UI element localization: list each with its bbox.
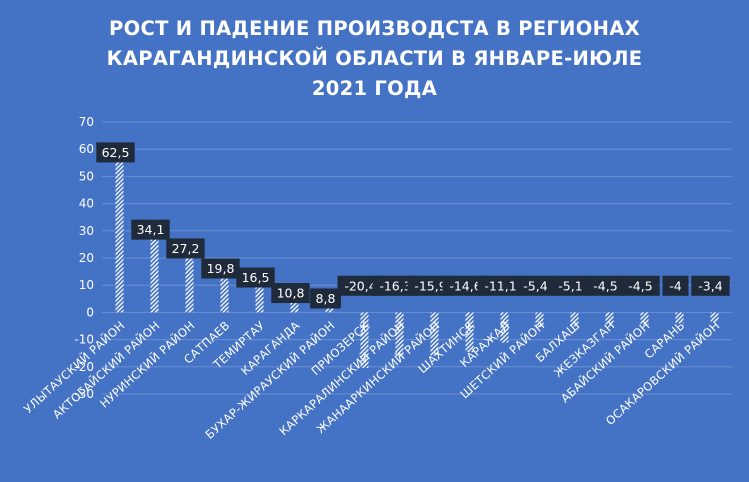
data-label-box: [372, 275, 419, 296]
bar: [465, 312, 474, 353]
data-label: -4,5: [593, 278, 617, 293]
data-label: 62,5: [102, 145, 130, 160]
bar: [605, 312, 614, 325]
chart-title-line-2: КАРАГАНДИНСКОЙ ОБЛАСТИ В ЯНВАРЕ-ИЮЛЕ: [106, 47, 643, 70]
bar: [535, 312, 544, 328]
data-label: 34,1: [137, 222, 165, 237]
data-label-box: [96, 142, 135, 163]
data-label-box: [691, 275, 730, 296]
data-label: -3,4: [698, 278, 722, 293]
bar: [185, 238, 194, 313]
data-label-box: [271, 283, 310, 304]
data-label: -4: [669, 278, 682, 293]
data-label-box: [662, 275, 689, 296]
bar: [675, 312, 684, 324]
bar: [430, 312, 439, 356]
y-tick-label: -30: [74, 387, 94, 401]
data-label: -16,3: [379, 278, 411, 293]
data-label: 16,5: [242, 270, 270, 285]
data-label: -14,6: [449, 278, 481, 293]
data-label-box: [586, 275, 625, 296]
y-tick-label: -10: [74, 333, 94, 347]
data-label: -5,1: [558, 278, 582, 293]
data-label: 10,8: [277, 286, 305, 301]
data-label: 8,8: [316, 291, 336, 306]
chart-title: РОСТ И ПАДЕНИЕ ПРОИЗВОДСТА В РЕГИОНАХ КА…: [0, 14, 749, 104]
data-label: 27,2: [172, 241, 200, 256]
data-label-box: [131, 219, 170, 240]
bar: [360, 312, 369, 368]
bar: [570, 312, 579, 327]
data-label-box: [310, 288, 341, 309]
y-tick-label: 0: [86, 305, 94, 319]
y-tick-label: 10: [79, 278, 94, 292]
data-label-box: [337, 275, 384, 296]
bar: [255, 267, 264, 313]
y-axis-ticks: 70 60 50 40 30 20 10 0 -10 -20 -30: [74, 115, 94, 401]
data-labels: 62,5 34,1 27,2 19,8 16,5 10,8 8,8 -20,4 -16,3 -15…: [96, 142, 730, 309]
y-tick-label: 60: [79, 142, 94, 156]
data-label-box: [477, 275, 524, 296]
data-label-box: [442, 275, 489, 296]
data-label-box: [407, 275, 454, 296]
bar: [710, 312, 719, 322]
bar: [500, 312, 509, 343]
gridlines: [102, 121, 732, 395]
y-tick-label: 50: [79, 169, 94, 183]
data-label-box: [621, 275, 660, 296]
y-tick-label: -20: [74, 360, 94, 374]
data-label-box: [236, 267, 275, 288]
data-label-box: [516, 275, 555, 296]
data-label: 19,8: [207, 261, 235, 276]
y-tick-label: 20: [79, 251, 94, 265]
data-label: -5,4: [523, 278, 547, 293]
data-label: -15,9: [414, 278, 446, 293]
data-label: -20,4: [344, 278, 376, 293]
chart-title-line-1: РОСТ И ПАДЕНИЕ ПРОИЗВОДСТА В РЕГИОНАХ: [108, 17, 641, 40]
data-label: -11,1: [484, 278, 516, 293]
data-label-box: [201, 258, 240, 279]
data-label-box: [166, 238, 205, 259]
bar: [640, 312, 649, 325]
bar: [115, 142, 124, 313]
bar: [150, 219, 159, 313]
y-tick-label: 30: [79, 224, 94, 238]
data-label: -4,5: [628, 278, 652, 293]
data-label-box: [551, 275, 590, 296]
y-tick-label: 40: [79, 197, 94, 211]
bar: [395, 312, 404, 357]
y-tick-label: 70: [79, 115, 94, 129]
chart-title-line-3: 2021 ГОДА: [311, 77, 438, 100]
bar: [220, 258, 229, 313]
